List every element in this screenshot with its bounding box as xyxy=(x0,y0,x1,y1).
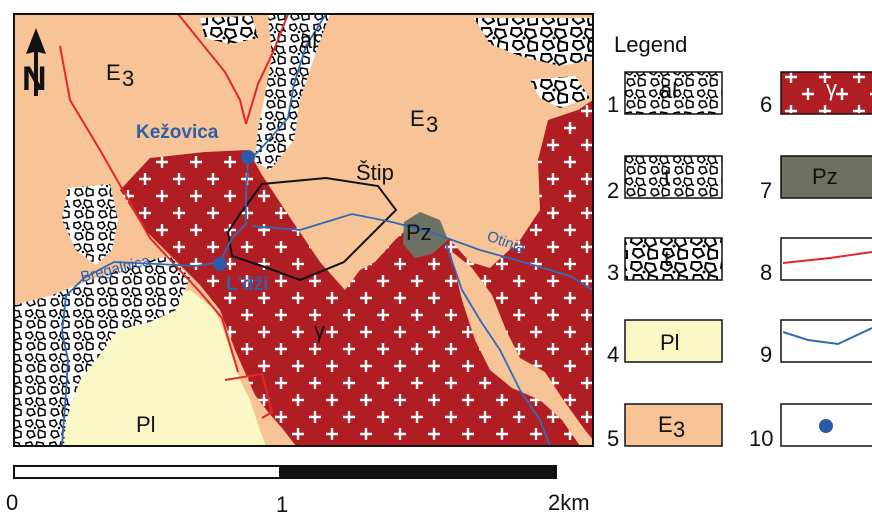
svg-text:1: 1 xyxy=(607,92,619,117)
svg-text:E: E xyxy=(410,106,425,131)
ldzi-marker xyxy=(213,257,227,271)
paleozoic-unit xyxy=(403,212,448,258)
legend-item-2: 2 t xyxy=(607,155,723,203)
scale-label-0: 0 xyxy=(6,490,18,515)
svg-text:γ: γ xyxy=(826,76,837,101)
stip-outline xyxy=(226,176,398,282)
town-symbol-icon xyxy=(819,419,833,433)
legend-item-4: 4 Pl xyxy=(607,319,723,367)
pl-label: Pl xyxy=(136,412,156,437)
al-label: al xyxy=(300,28,317,53)
kezovica-label: Kežovica xyxy=(136,122,219,143)
legend-item-5: 5 E 3 xyxy=(607,403,723,451)
svg-text:8: 8 xyxy=(760,260,772,285)
fault-symbol-icon xyxy=(782,251,872,264)
svg-text:3: 3 xyxy=(122,66,134,91)
alluvium-southwest xyxy=(14,256,190,446)
terrace-top xyxy=(200,16,258,44)
svg-text:10: 10 xyxy=(749,426,773,451)
map-border xyxy=(13,13,594,447)
legend-item-6: 6 γ xyxy=(760,71,872,117)
svg-text:3: 3 xyxy=(673,417,685,442)
scale-label-1: 1 xyxy=(276,492,288,517)
svg-text:3: 3 xyxy=(607,260,619,285)
legend-item-9: 9 xyxy=(760,319,872,367)
svg-text:Pl: Pl xyxy=(660,330,680,355)
legend-item-3: 3 t xyxy=(607,237,723,285)
svg-text:7: 7 xyxy=(760,178,772,203)
svg-text:2: 2 xyxy=(607,178,619,203)
stip-label: Štip xyxy=(356,160,394,185)
legend-title: Legend xyxy=(614,32,687,57)
svg-text:6: 6 xyxy=(760,92,772,117)
svg-text:E: E xyxy=(658,412,673,437)
granite-unit xyxy=(120,100,593,446)
scale-label-2km: 2km xyxy=(548,490,590,515)
svg-text:5: 5 xyxy=(607,426,619,451)
pz-label: Pz xyxy=(406,220,432,245)
svg-text:al: al xyxy=(660,78,677,103)
eocene-embayment xyxy=(450,250,593,446)
fault-lines xyxy=(59,14,289,419)
ldzi-label: L'dži xyxy=(226,274,269,295)
svg-text:3: 3 xyxy=(426,112,438,137)
scale-bar xyxy=(13,465,557,479)
svg-text:t: t xyxy=(664,164,670,189)
svg-text:9: 9 xyxy=(760,342,772,367)
legend-item-7: 7 Pz xyxy=(760,155,872,203)
terrace-top-right xyxy=(474,18,593,66)
terrace-right xyxy=(530,76,590,108)
legend-item-1: 1 al xyxy=(607,71,723,117)
gamma-label: γ xyxy=(314,318,325,343)
svg-text:Pz: Pz xyxy=(812,164,838,189)
north-arrow-icon: N xyxy=(22,28,47,98)
svg-text:N: N xyxy=(22,60,47,98)
terrace-west xyxy=(62,184,118,265)
legend-item-10: 10 xyxy=(749,403,872,451)
river-symbol-icon xyxy=(782,327,872,346)
svg-text:4: 4 xyxy=(607,342,619,367)
legend-item-8: 8 xyxy=(760,237,872,285)
kezovica-marker xyxy=(241,150,255,164)
svg-text:t: t xyxy=(664,246,670,271)
svg-text:E: E xyxy=(106,60,121,85)
